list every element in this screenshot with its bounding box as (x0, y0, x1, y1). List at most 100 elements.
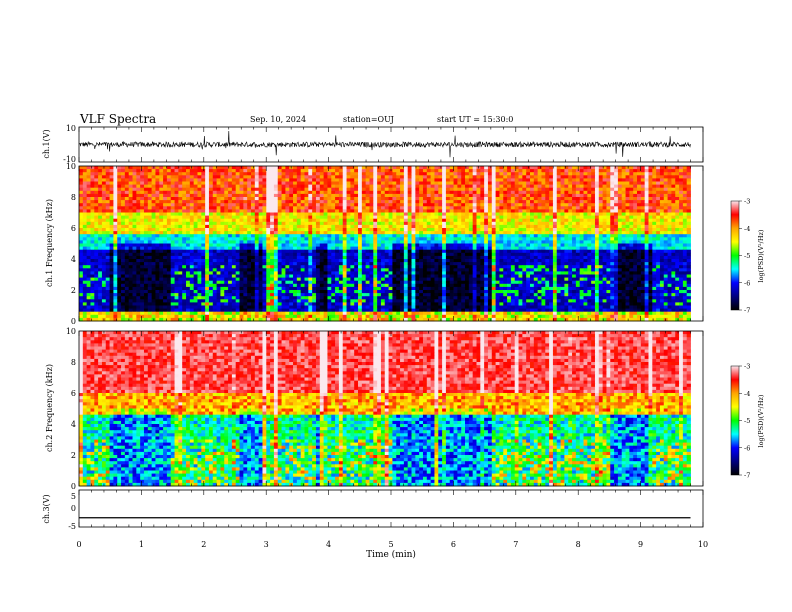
spectrogram-cell (98, 262, 103, 266)
spectrogram-cell (159, 215, 164, 220)
spectrogram-cell (254, 234, 260, 238)
spectrogram-cell (174, 249, 179, 254)
spectrogram-cell (174, 172, 179, 176)
spectrogram-cell (90, 231, 95, 235)
spectrogram-cell (640, 203, 646, 207)
spectrogram-cell (652, 193, 657, 198)
spectrogram-cell (231, 200, 237, 204)
spectrogram-cell (648, 218, 653, 223)
spectrogram-cell (163, 262, 168, 266)
spectrogram-cell (205, 190, 210, 195)
spectrogram-cell (380, 231, 386, 235)
spectrogram-cell (117, 209, 122, 213)
spectrogram-cell (189, 240, 195, 244)
spectrogram-cell (239, 184, 244, 189)
spectrogram-cell (656, 218, 661, 223)
spectrogram-cell (319, 231, 325, 235)
spectrogram-cell (465, 234, 470, 238)
spectrogram-cell (365, 181, 370, 185)
spectrogram-cell (617, 246, 623, 251)
spectrogram-cell (591, 209, 596, 213)
spectrogram-cell (105, 193, 110, 198)
spectrogram-cell (472, 206, 477, 210)
spectrogram-cell (637, 249, 642, 254)
spectrogram-cell (113, 187, 118, 192)
spectrogram-cell (518, 206, 523, 210)
spectrogram-cell (648, 215, 653, 220)
spectrogram-cell (377, 175, 382, 179)
spectrogram-cell (247, 221, 252, 226)
spectrogram-cell (113, 224, 118, 229)
spectrogram-cell (403, 221, 409, 226)
spectrogram-cell (205, 243, 210, 247)
spectrogram-cell (610, 249, 615, 254)
spectrogram-cell (109, 224, 114, 229)
spectrogram-cell (312, 249, 317, 254)
spectrogram-cell (346, 200, 351, 204)
spectrogram-cell (415, 175, 420, 179)
spectrogram-cell (449, 200, 454, 204)
spectrogram-cell (552, 218, 558, 223)
spectrogram-cell (419, 193, 424, 198)
spectrogram-cell (549, 184, 554, 189)
spectrogram-cell (254, 218, 260, 223)
spectrogram-cell (105, 187, 110, 192)
spectrogram-cell (258, 249, 263, 254)
spectrogram-cell (369, 175, 374, 179)
spectrogram-cell (430, 259, 435, 263)
spectrogram-cell (193, 184, 198, 189)
spectrogram-cell (270, 240, 275, 244)
spectrogram-cell (308, 197, 313, 201)
spectrogram-cell (468, 197, 474, 201)
spectrogram-cell (300, 243, 305, 247)
spectrogram-cell (170, 166, 175, 170)
spectrogram-cell (484, 252, 489, 257)
spectrogram-cell (617, 187, 623, 192)
spectrogram-cell (228, 175, 233, 179)
spectrogram-cell (281, 224, 286, 229)
spectrogram-cell (270, 218, 275, 223)
spectrogram-cell (143, 218, 149, 223)
spectrogram-cell (331, 224, 336, 229)
spectrogram-cell (625, 234, 630, 238)
spectrogram-cell (346, 240, 351, 244)
spectrogram-cell (629, 249, 634, 254)
spectrogram-cell (503, 228, 508, 232)
spectrogram-cell (98, 224, 103, 229)
spectrogram-cell (640, 166, 646, 170)
spectrogram-cell (239, 240, 244, 244)
spectrogram-cell (155, 206, 160, 210)
spectrogram-cell (419, 200, 424, 204)
spectrogram-cell (140, 184, 145, 189)
spectrogram-cell (507, 181, 512, 185)
spectrogram-cell (648, 206, 653, 210)
spectrogram-cell (243, 169, 248, 173)
spectrogram-cell (254, 246, 260, 251)
spectrogram-cell (541, 187, 546, 192)
spectrogram-cell (216, 231, 221, 235)
spectrogram-cell (407, 255, 412, 260)
spectrogram-cell (583, 187, 588, 192)
spectrogram-cell (487, 259, 493, 263)
spectrogram-cell (438, 243, 443, 247)
spectrogram-cell (503, 193, 508, 198)
spectrogram-cell (606, 193, 611, 198)
spectrogram-cell (254, 243, 260, 247)
spectrogram-cell (648, 224, 653, 229)
spectrogram-cell (659, 203, 665, 207)
spectrogram-cell (224, 234, 229, 238)
spectrogram-cell (201, 243, 206, 247)
spectrogram-cell (178, 187, 183, 192)
spectrogram-cell (159, 178, 164, 182)
spectrogram-cell (606, 252, 611, 257)
spectrogram-cell (442, 228, 447, 232)
spectrogram-cell (224, 209, 229, 213)
spectrogram-cell (411, 200, 416, 204)
spectrogram-cell (564, 215, 569, 220)
spectrogram-cell (675, 209, 680, 213)
spectrogram-cell (484, 203, 489, 207)
spectrogram-cell (491, 215, 496, 220)
spectrogram-cell (170, 255, 175, 260)
spectrogram-cell (503, 231, 508, 235)
spectrogram-cell (331, 240, 336, 244)
